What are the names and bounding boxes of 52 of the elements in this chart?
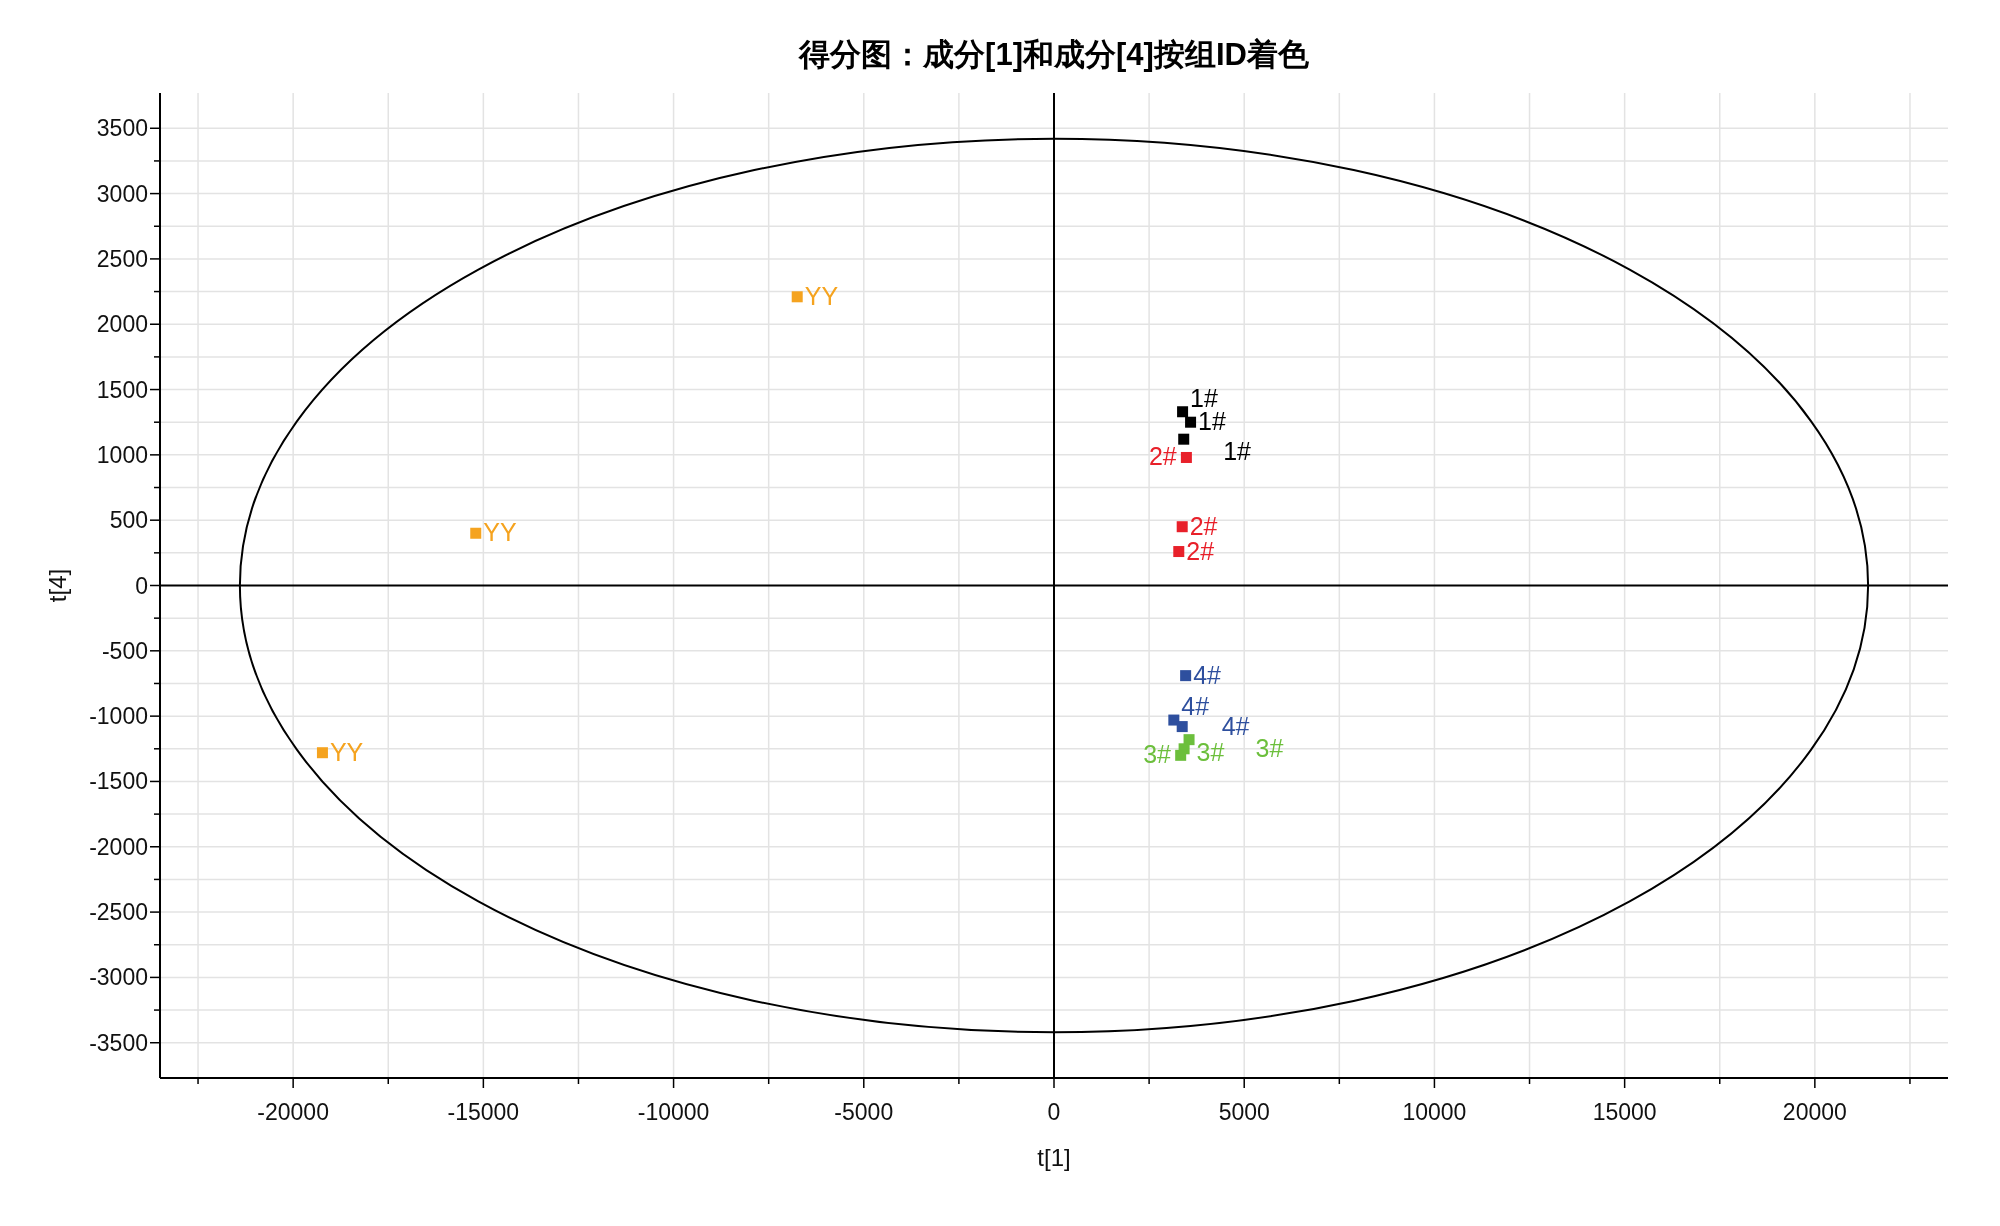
x-tick-label: 20000 [1782, 1099, 1847, 1125]
point [1185, 416, 1197, 428]
x-tick-label: -10000 [637, 1099, 710, 1125]
point [316, 747, 328, 759]
y-tick-label: 1500 [96, 376, 148, 403]
text: 3# [1255, 733, 1284, 762]
chart-title: 得分图：成分[1]和成分[4]按组ID着色 [798, 37, 1310, 72]
x-tick-label: 0 [1047, 1099, 1061, 1125]
y-tick-label: 0 [135, 572, 148, 599]
text: 4# [1221, 711, 1250, 740]
point [1183, 734, 1195, 746]
point [1176, 521, 1188, 533]
x-tick-label: 5000 [1218, 1099, 1270, 1125]
text: YY [329, 737, 364, 766]
y-tick-label: 500 [109, 507, 148, 534]
text: 2# [1148, 442, 1177, 471]
y-tick-label: 1000 [96, 441, 148, 468]
x-tick-label: 10000 [1402, 1099, 1467, 1125]
y-axis-title: t[4] [44, 568, 71, 603]
x-tick-label: -15000 [447, 1099, 520, 1125]
y-tick-label: -2000 [89, 833, 148, 860]
x-axis-title: t[1] [1037, 1144, 1071, 1171]
series-label: 3# [1196, 737, 1225, 766]
series-label: 4# [1181, 692, 1210, 721]
y-tick-label: -1000 [89, 703, 148, 730]
y-tick-label: 2000 [96, 311, 148, 338]
point [1173, 546, 1185, 558]
point [470, 527, 482, 539]
y-tick-label: -3500 [89, 1029, 148, 1056]
y-tick-label: -500 [101, 637, 148, 664]
point [1177, 406, 1189, 418]
point [1175, 749, 1187, 761]
x-tick-label: -20000 [257, 1099, 329, 1125]
series-label: YY [804, 281, 839, 310]
text: 1# [1223, 437, 1252, 466]
y-tick-label: 2500 [96, 245, 148, 272]
y-tick-label: 3500 [96, 115, 148, 142]
point [791, 291, 803, 303]
text: 3# [1143, 740, 1171, 769]
point [1180, 670, 1192, 682]
x-tick-label: -5000 [834, 1099, 894, 1125]
point [1168, 714, 1180, 726]
y-tick-label: -1500 [89, 768, 148, 795]
text: 4# [1193, 660, 1221, 689]
point [1176, 721, 1188, 733]
y-tick-label: -3000 [89, 964, 148, 991]
point [1180, 451, 1192, 463]
point [1178, 433, 1190, 445]
x-tick-label: 15000 [1592, 1099, 1657, 1125]
y-tick-label: -2500 [89, 899, 148, 926]
text: YY [483, 518, 517, 547]
y-tick-label: 3000 [96, 180, 148, 207]
